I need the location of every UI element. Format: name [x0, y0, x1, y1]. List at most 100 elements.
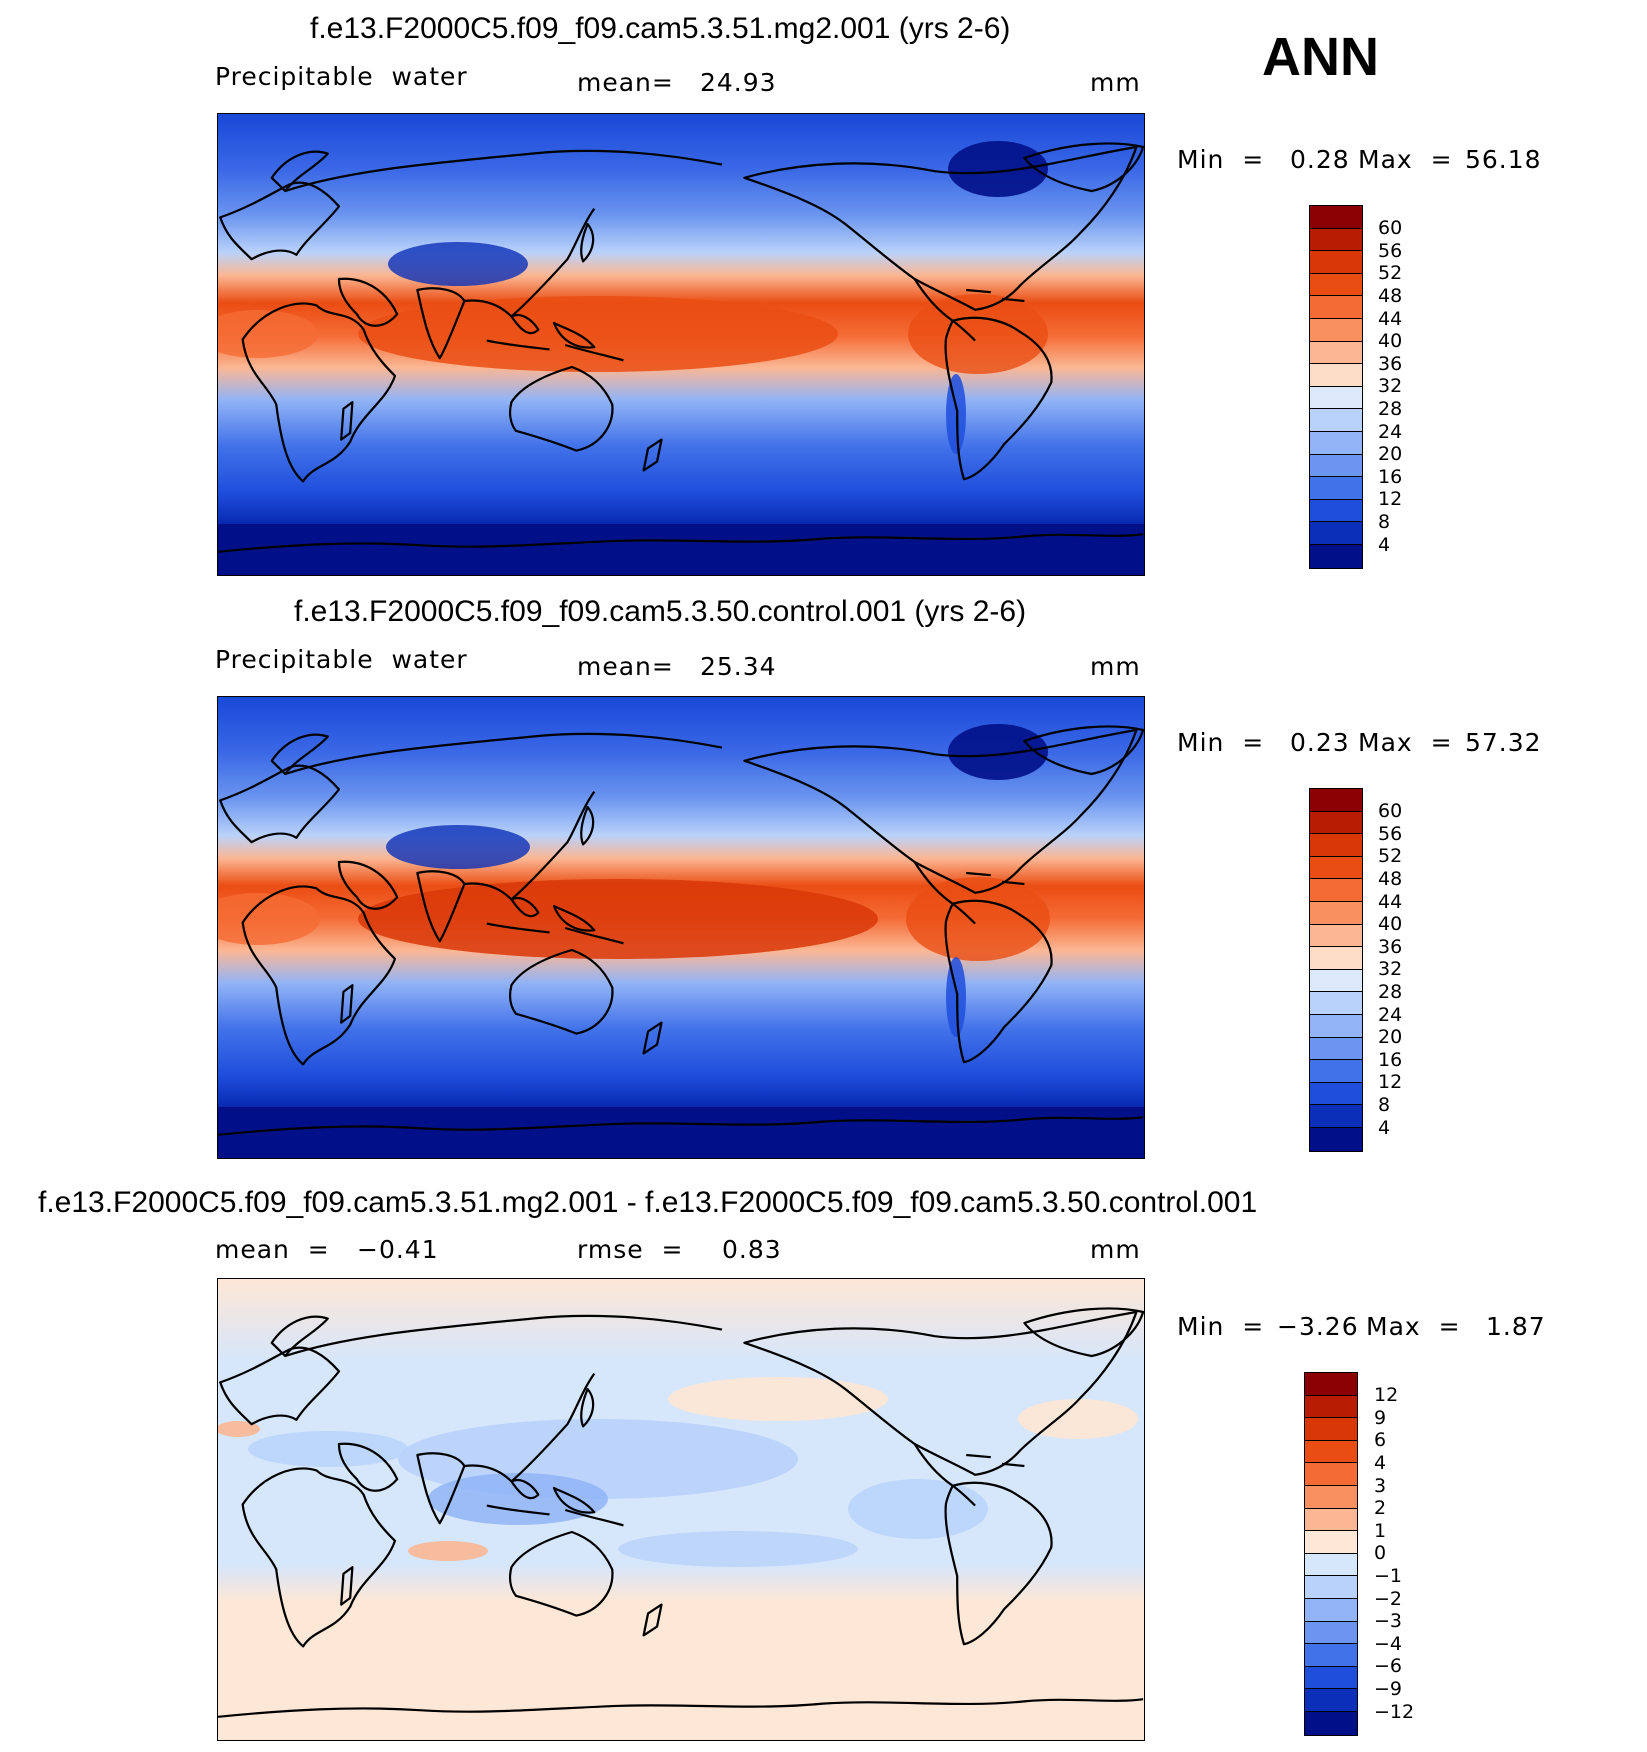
colorbar-segment: [1305, 1395, 1357, 1419]
variable-label: Precipitable water: [215, 62, 468, 91]
neg-anomaly: [618, 1531, 858, 1567]
pos-anomaly: [668, 1377, 888, 1421]
colorbar-segment: [1310, 499, 1362, 523]
colorbar-segment: [1310, 969, 1362, 993]
pos-anomaly: [1018, 1399, 1138, 1439]
colorbar-tick-label: 16: [1378, 1048, 1403, 1071]
colorbar-tick-label: 6: [1374, 1429, 1387, 1452]
field-background: [218, 1279, 1144, 1740]
colorbar-tick-label: −1: [1374, 1564, 1403, 1587]
min-value: 0.23: [1290, 728, 1350, 757]
colorbar-tick-label: 4: [1378, 1116, 1391, 1139]
colorbar-segment: [1310, 544, 1362, 568]
min-value: −3.26: [1277, 1312, 1359, 1341]
colorbar-tick-label: 9: [1374, 1406, 1387, 1429]
colorbar-segment: [1310, 1037, 1362, 1061]
max-label: Max =: [1358, 145, 1453, 174]
colorbar-tick-label: 56: [1378, 239, 1403, 262]
colorbar-segment: [1310, 1014, 1362, 1038]
colorbar-segment: [1305, 1711, 1357, 1735]
units-label: mm: [1090, 1235, 1141, 1264]
units-label: mm: [1090, 68, 1141, 97]
colorbar: [1309, 788, 1363, 1152]
min-label: Min =: [1177, 1312, 1265, 1341]
colorbar-tick-label: 12: [1378, 488, 1403, 511]
colorbar-tick-label: 28: [1378, 980, 1403, 1003]
max-label: Max =: [1366, 1312, 1461, 1341]
dry-andes: [946, 374, 966, 454]
dry-andes: [946, 957, 966, 1037]
colorbar-tick-label: 12: [1374, 1384, 1399, 1407]
colorbar-tick-label: 8: [1378, 1093, 1391, 1116]
colorbar-tick-label: −4: [1374, 1632, 1403, 1655]
colorbar-segment: [1310, 341, 1362, 365]
colorbar-tick-label: 28: [1378, 397, 1403, 420]
mean-label: mean=: [577, 68, 674, 97]
neg-anomaly: [848, 1479, 988, 1539]
colorbar-segment: [1305, 1598, 1357, 1622]
colorbar-tick-label: 52: [1378, 845, 1403, 868]
colorbar-tick-label: 4: [1374, 1451, 1387, 1474]
mean-value: −0.41: [357, 1235, 439, 1264]
colorbar-segment: [1310, 879, 1362, 902]
map-plot: [217, 1278, 1145, 1741]
colorbar-segment: [1310, 901, 1362, 925]
colorbar-tick-label: 44: [1378, 890, 1403, 913]
colorbar-segment: [1310, 364, 1362, 387]
colorbar-segment: [1305, 1508, 1357, 1532]
season-label: ANN: [1262, 27, 1379, 87]
colorbar-tick-label: 16: [1378, 465, 1403, 488]
colorbar-tick-label: 4: [1378, 533, 1391, 556]
colorbar-segment: [1310, 386, 1362, 410]
dry-greenland: [948, 724, 1048, 780]
colorbar-segment: [1310, 409, 1362, 432]
colorbar-segment: [1305, 1463, 1357, 1486]
colorbar-tick-label: 32: [1378, 958, 1403, 981]
colorbar-segment: [1310, 273, 1362, 297]
colorbar-segment: [1310, 1127, 1362, 1151]
dry-tibet: [388, 242, 528, 286]
colorbar-tick-label: −2: [1374, 1587, 1403, 1610]
dry-greenland: [948, 141, 1048, 197]
colorbar-segment: [1310, 251, 1362, 274]
panel-title: f.e13.F2000C5.f09_f09.cam5.3.50.control.…: [294, 595, 1027, 628]
colorbar-segment: [1310, 1082, 1362, 1106]
colorbar-tick-label: −12: [1374, 1700, 1415, 1723]
colorbar-segment: [1305, 1666, 1357, 1690]
map-plot: [217, 696, 1145, 1159]
colorbar-tick-label: 24: [1378, 420, 1403, 443]
map-plot: [217, 113, 1145, 576]
colorbar-segment: [1310, 454, 1362, 478]
colorbar-tick-label: 20: [1378, 1026, 1403, 1049]
colorbar-segment: [1310, 924, 1362, 948]
colorbar-segment: [1310, 1060, 1362, 1083]
colorbar-tick-label: 48: [1378, 867, 1403, 890]
colorbar-tick-label: 60: [1378, 800, 1403, 823]
amazon-moist: [906, 877, 1050, 961]
panel-title: f.e13.F2000C5.f09_f09.cam5.3.51.mg2.001 …: [310, 12, 1011, 45]
warm-pool: [358, 879, 878, 959]
mean-value: 25.34: [700, 652, 777, 681]
colorbar-segment: [1310, 477, 1362, 500]
colorbar-tick-label: 36: [1378, 935, 1403, 958]
colorbar-tick-label: 8: [1378, 510, 1391, 533]
colorbar-segment: [1310, 431, 1362, 455]
colorbar-segment: [1310, 1105, 1362, 1128]
variable-label: Precipitable water: [215, 645, 468, 674]
colorbar-segment: [1305, 1621, 1357, 1645]
colorbar-tick-label: 3: [1374, 1474, 1387, 1497]
colorbar-tick-label: 20: [1378, 443, 1403, 466]
colorbar: [1304, 1372, 1358, 1736]
colorbar-segment: [1310, 947, 1362, 970]
rmse-value: 0.83: [722, 1235, 782, 1264]
colorbar-segment: [1310, 856, 1362, 880]
colorbar-segment: [1310, 206, 1362, 229]
colorbar-tick-label: 44: [1378, 307, 1403, 330]
colorbar-segment: [1310, 811, 1362, 835]
colorbar-segment: [1310, 228, 1362, 252]
units-label: mm: [1090, 652, 1141, 681]
max-value: 57.32: [1465, 728, 1542, 757]
antarctic-band: [218, 1107, 1144, 1158]
warm-pool: [358, 296, 838, 372]
max-value: 56.18: [1465, 145, 1542, 174]
